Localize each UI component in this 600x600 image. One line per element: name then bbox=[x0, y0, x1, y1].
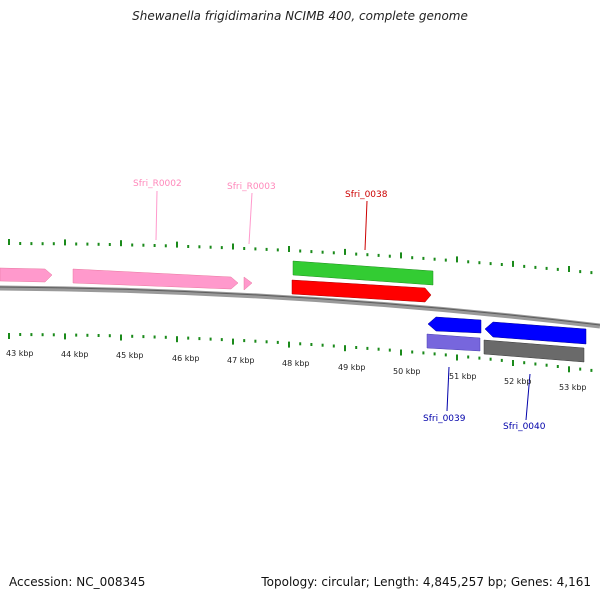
gene-label-sfri-0039: Sfri_0039 bbox=[423, 414, 466, 424]
scale-label-52-kbp: 52 kbp bbox=[504, 377, 532, 386]
rrna-arrow-sfri-r0002[interactable] bbox=[72, 268, 239, 290]
cds-green[interactable] bbox=[292, 260, 434, 286]
leader-line-sfri-0039 bbox=[446, 366, 450, 412]
scale-label-44-kbp: 44 kbp bbox=[61, 350, 89, 359]
scale-label-43-kbp: 43 kbp bbox=[6, 349, 34, 358]
scale-label-49-kbp: 49 kbp bbox=[338, 363, 366, 372]
scale-label-50-kbp: 50 kbp bbox=[393, 367, 421, 376]
leader-line-sfri-0040 bbox=[525, 373, 531, 421]
inner-ruler bbox=[8, 333, 593, 373]
cds-sfri-0038[interactable] bbox=[291, 279, 432, 303]
cds-sfri-0039[interactable] bbox=[426, 333, 481, 352]
cds-sfri-0040[interactable] bbox=[483, 339, 585, 363]
scale-label-53-kbp: 53 kbp bbox=[559, 383, 587, 392]
accession-text: Accession: NC_008345 bbox=[9, 575, 146, 589]
rrna-arrow-sfri-r0003[interactable] bbox=[243, 276, 253, 291]
scale-label-47-kbp: 47 kbp bbox=[227, 356, 255, 365]
scale-label-46-kbp: 46 kbp bbox=[172, 354, 200, 363]
leader-line-sfri-r0003 bbox=[248, 192, 253, 245]
scale-label-45-kbp: 45 kbp bbox=[116, 351, 144, 360]
gene-label-sfri-0040: Sfri_0040 bbox=[503, 422, 546, 432]
gene-label-sfri-r0002: Sfri_R0002 bbox=[133, 179, 182, 189]
cds-blue-arrow-2[interactable] bbox=[484, 321, 587, 345]
leader-line-sfri-r0002 bbox=[155, 190, 158, 241]
rrna-arrow[interactable] bbox=[0, 267, 53, 283]
gene-label-sfri-0038: Sfri_0038 bbox=[345, 190, 388, 200]
topology-summary: Topology: circular; Length: 4,845,257 bp… bbox=[261, 575, 591, 589]
outer-ruler bbox=[8, 239, 593, 275]
genome-backbone bbox=[0, 285, 600, 329]
gene-label-sfri-r0003: Sfri_R0003 bbox=[227, 182, 276, 192]
scale-label-51-kbp: 51 kbp bbox=[449, 372, 477, 381]
leader-line-sfri-0038 bbox=[364, 200, 368, 251]
cds-blue-arrow[interactable] bbox=[427, 316, 482, 334]
map-title: Shewanella frigidimarina NCIMB 400, comp… bbox=[132, 9, 468, 23]
scale-label-48-kbp: 48 kbp bbox=[282, 359, 310, 368]
